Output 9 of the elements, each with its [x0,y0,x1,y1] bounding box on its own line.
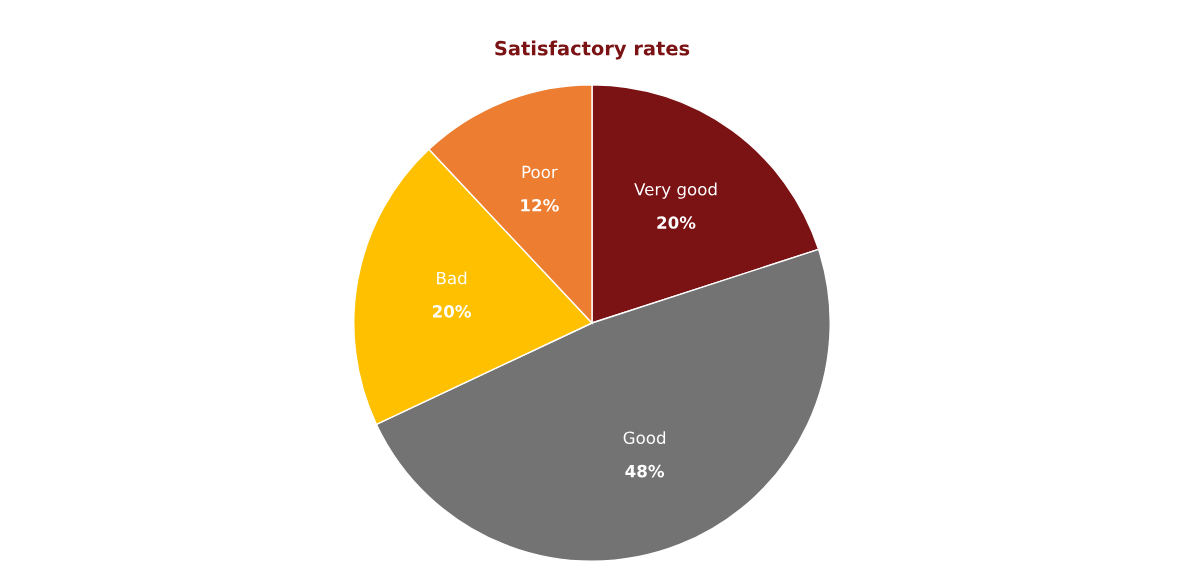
slice-label: Very good [634,182,717,199]
slice-label: Good [623,431,666,445]
data-label: 20% [432,305,472,318]
data-label: 20% [657,216,696,229]
slice-label: Bad [437,271,467,285]
chart-title: Satisfactory rates [495,40,690,60]
data-label: 48% [625,464,665,478]
slice-label: Poor [522,165,558,179]
data-label: 12% [521,199,559,212]
